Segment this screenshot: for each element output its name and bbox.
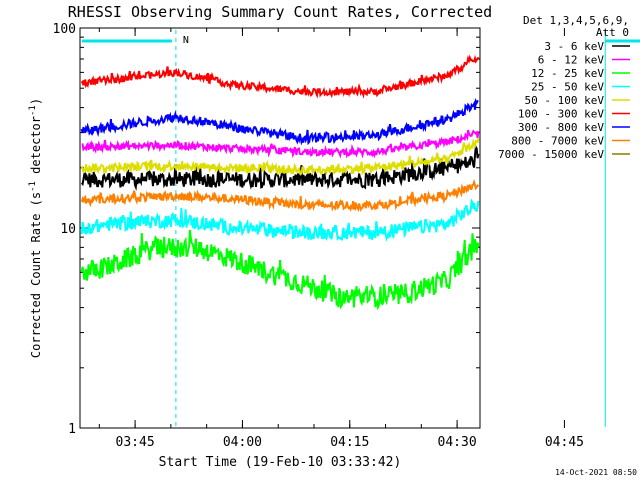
- y-axis-label-sup2: -1: [28, 105, 38, 116]
- night-marker-label: N: [183, 35, 189, 46]
- legend-label: 7000 - 15000 keV: [498, 148, 604, 161]
- legend-label: 6 - 12 keV: [538, 54, 605, 67]
- y-tick-labels: 1 10 100: [53, 22, 76, 437]
- legend-label: 100 - 300 keV: [518, 108, 604, 121]
- x-tick-label: 04:00: [223, 435, 262, 450]
- series-layer: [80, 54, 480, 311]
- legend-label: 12 - 25 keV: [531, 67, 604, 80]
- y-axis-label-suffix: ): [29, 98, 43, 105]
- x-tick-label: 04:15: [330, 435, 369, 450]
- footer-timestamp: 14-Oct-2021 08:50: [555, 468, 637, 477]
- legend-label: 25 - 50 keV: [531, 81, 604, 94]
- axis-ticks: [80, 27, 565, 429]
- series-line: [80, 198, 480, 243]
- night-markers: N: [82, 30, 640, 427]
- y-axis-label: Corrected Count Rate (s-1 detector-1): [28, 98, 43, 358]
- x-tick-label: 03:45: [116, 435, 155, 450]
- legend-label: 50 - 100 keV: [525, 94, 605, 107]
- series-line: [80, 138, 480, 176]
- legend-header-line-2: Att 0: [596, 26, 629, 39]
- x-axis-label: Start Time (19-Feb-10 03:33:42): [159, 455, 402, 470]
- series-line: [80, 54, 480, 99]
- legend-header-line-1: Det 1,3,4,5,6,9,: [523, 14, 629, 27]
- series-line: [80, 97, 479, 146]
- x-tick-label: 04:45: [545, 435, 584, 450]
- y-axis-label-sup1: -1: [28, 181, 38, 192]
- y-tick-label: 1: [68, 422, 76, 437]
- y-axis-label-prefix: Corrected Count Rate (s: [29, 192, 43, 358]
- chart-title: RHESSI Observing Summary Count Rates, Co…: [68, 3, 492, 21]
- legend-label: 300 - 800 keV: [518, 121, 604, 134]
- series-line: [80, 144, 480, 191]
- series-line: [80, 178, 480, 213]
- y-axis-label-mid: detector: [29, 116, 43, 181]
- legend-label: 3 - 6 keV: [544, 40, 604, 53]
- series-line: [81, 129, 480, 159]
- x-tick-label: 04:30: [438, 435, 477, 450]
- legend-label: 800 - 7000 keV: [511, 135, 604, 148]
- series-line: [80, 229, 480, 311]
- y-tick-label: 10: [60, 222, 76, 237]
- y-tick-label: 100: [53, 22, 76, 37]
